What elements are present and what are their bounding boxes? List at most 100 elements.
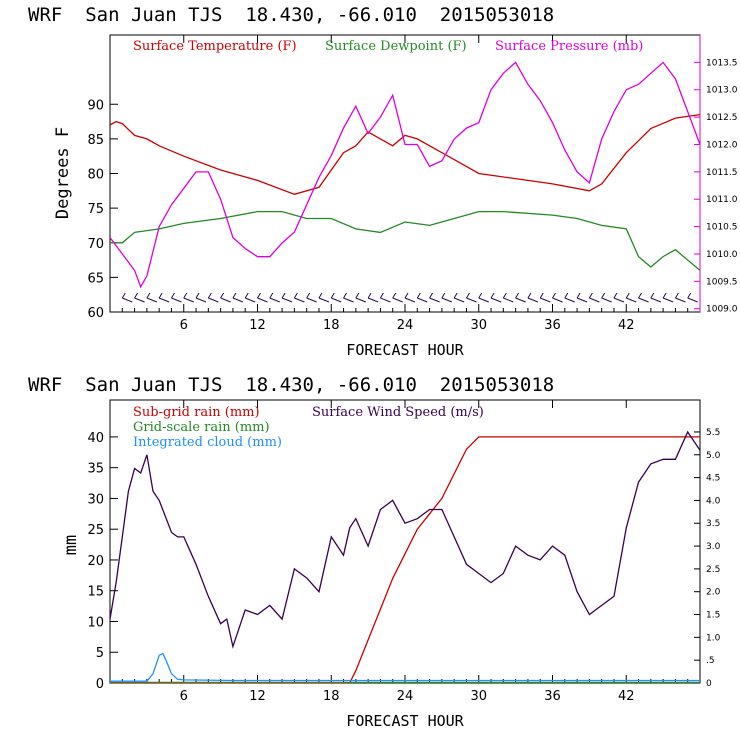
x-tick-label: 6 [180,689,188,704]
wind-barb-shaft [318,297,330,303]
wind-barb-shaft [441,297,453,303]
wind-barb-flag [244,292,249,299]
y-tick-label: 0 [96,677,104,692]
wind-barb-shaft [171,297,182,303]
y-tick-label: 25 [87,523,104,538]
right-tick-label: 5.0 [706,451,721,461]
wind-barb-flag [453,292,458,299]
y-tick-label: 75 [87,202,104,217]
x-tick-label: 12 [249,318,266,333]
wind-barb-flag [343,292,347,299]
legend-gridscale-rain: Grid-scale rain (mm) [133,420,270,435]
y-axis-ticks: 60 65 70 75 80 85 90 [87,98,118,321]
wind-barb-shaft [417,297,428,303]
wind-barb-flag [429,292,434,299]
wind-barb-shaft [589,297,600,303]
x-tick-label: 18 [323,689,340,704]
wind-barb-flag [306,292,311,299]
x-tick-label: 24 [397,318,414,333]
right-tick-label: 1.0 [706,633,721,643]
y-tick-label: 60 [87,306,104,321]
wind-barb-shaft [343,297,354,303]
wind-barb-shaft [490,297,502,303]
y-tick-label: 35 [87,462,104,477]
x-tick-label: 30 [470,689,487,704]
wind-barb-flag [564,292,569,299]
wind-barb-shaft [466,297,477,303]
right-tick-label: 1009.5 [706,277,738,287]
x-tick-label: 36 [544,318,561,333]
wind-barb-flag [121,292,126,299]
series-line-surface-dewpoint-f [110,210,701,271]
wind-barb-flag [134,292,139,299]
precipitation-series-group [109,430,701,684]
wind-barb-shaft [355,297,367,303]
wind-barb-flag [539,292,544,299]
temperature-series-group [109,61,701,289]
y-tick-label: 20 [87,554,104,569]
wind-barb-flag [158,292,163,299]
wind-barb-shaft [331,297,342,303]
wind-barb-shaft [515,297,526,303]
right-tick-label: 3.0 [706,542,721,552]
wind-barb-flag [171,292,175,299]
right-tick-label: 4.5 [706,474,720,484]
y-tick-label: 65 [87,271,104,286]
wind-barb-shaft [195,297,207,303]
wind-barb-flag [392,292,397,299]
wind-barb-flag [490,292,495,299]
wind-barb-shaft [220,297,231,303]
wind-barb-flag [195,292,200,299]
wind-barb-shaft [503,297,514,303]
x-tick-label: 42 [618,689,635,704]
wind-barb-flag [638,292,642,299]
wind-barb-flag [576,292,581,299]
wind-barb-flag [687,292,692,299]
wind-barb-flag [404,292,409,299]
legend-subgrid-rain: Sub-grid rain (mm) [133,405,260,420]
wind-barb-flag [220,292,225,299]
right-axis-ticks: 0 .5 1.0 1.5 2.0 2.5 3.0 3.5 4.0 4.5 5.0 5.5 [694,428,721,689]
x-tick-label: 12 [249,689,266,704]
wind-barb-shaft [601,297,612,303]
legend-dewpoint: Surface Dewpoint (F) [325,39,467,54]
y-tick-label: 70 [87,237,104,252]
wind-barb-flag [379,292,384,299]
wind-barb-shaft [208,297,219,303]
wind-barb-flag [183,292,188,299]
wind-barb-shaft [638,297,649,303]
x-tick-label: 36 [544,689,561,704]
right-tick-label: 1011.5 [706,168,738,178]
wind-barb-shaft [269,297,280,303]
wind-barb-shaft [294,297,305,303]
x-axis-ticks: 6 12 18 24 30 36 42 [121,35,689,333]
series-line-surface-pressure-mb [109,61,701,289]
wind-barb-shaft [380,297,391,303]
wind-barb-flag [269,292,274,299]
y-tick-label: 15 [87,585,104,600]
series-line-surface-temperature-f [109,113,701,195]
wind-barb-shaft [122,297,133,303]
wind-barb-shaft [613,297,625,303]
right-tick-label: 1.5 [706,611,720,621]
right-tick-label: 1012.5 [706,113,738,123]
wind-barb-shaft [183,297,194,303]
wind-barb-flag [625,292,630,299]
right-tick-label: 1011.0 [706,195,738,205]
right-tick-label: 1010.0 [706,250,738,260]
right-tick-label: 1013.0 [706,86,738,96]
series-line-surface-wind-speed-m-s [109,430,701,649]
wind-barb-flag [650,292,655,299]
x-tick-label: 24 [397,689,414,704]
y-tick-label: 85 [87,133,104,148]
x-axis-label: FORECAST HOUR [346,712,464,730]
legend-temperature: Surface Temperature (F) [133,39,297,54]
y-tick-label: 10 [87,615,104,630]
wind-barb-flag [318,292,323,299]
right-tick-label: 1010.5 [706,223,738,233]
wind-barb-flag [293,292,298,299]
right-tick-label: 1009.0 [706,305,738,315]
wind-barb-flag [502,292,507,299]
wind-barb-shaft [650,297,662,303]
wind-barb-flag [232,292,237,299]
